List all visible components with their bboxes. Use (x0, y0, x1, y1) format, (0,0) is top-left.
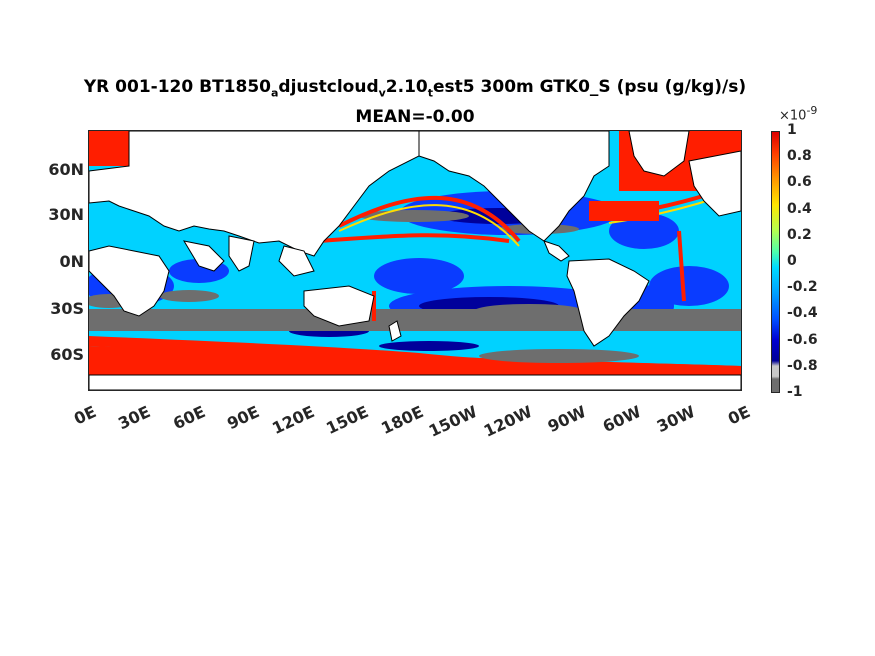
europe-east (688, 150, 741, 217)
colorbar-tick-0-4: 0.4 (787, 201, 812, 217)
colorbar-tick-1: 1 (787, 122, 797, 138)
ocean-field-map (89, 131, 741, 390)
land-masses[interactable] (89, 131, 741, 390)
colorbar-tick-neg-0-6: -0.6 (787, 332, 818, 348)
greenland (628, 131, 690, 177)
colorbar-tick-0-8: 0.8 (787, 148, 812, 164)
x-tick-label-30e: 30E (114, 402, 154, 434)
chart-subtitle: MEAN=-0.00 (355, 107, 475, 127)
colorbar-tick-neg-0-4: -0.4 (787, 305, 818, 321)
arabia-india (182, 240, 225, 272)
south-america (566, 258, 650, 347)
x-tick-label-60e: 60E (169, 402, 209, 434)
australia (303, 285, 375, 327)
colorbar-tick-0: 0 (787, 253, 797, 269)
colorbar-gradient (772, 132, 779, 392)
x-tick-label-150w: 150W (425, 402, 481, 441)
colorbar-tick-neg-1: -1 (787, 384, 803, 400)
y-tick-label-60s: 60S (50, 345, 84, 364)
map-plot-area (88, 130, 742, 391)
x-tick-label-30w: 30W (653, 402, 699, 437)
x-tick-label-60w: 60W (599, 402, 645, 437)
india (228, 235, 255, 272)
southern-ocean-gray-band (89, 309, 741, 331)
central-america (543, 240, 570, 262)
x-tick-label-120e: 120E (268, 402, 318, 438)
colorbar-tick-neg-0-2: -0.2 (787, 279, 818, 295)
x-tick-label-90e: 90E (223, 402, 263, 434)
x-tick-label-0e-end: 0E (725, 402, 754, 429)
colorbar-tick-0-6: 0.6 (787, 174, 812, 190)
colorbar-tick-neg-0-8: -0.8 (787, 358, 818, 374)
y-tick-label-60n: 60N (48, 160, 84, 179)
x-tick-label-150e: 150E (322, 402, 372, 438)
x-tick-label-180e: 180E (377, 402, 427, 438)
colorbar-exponent: ×10-9 (779, 104, 818, 124)
antarctica (89, 374, 741, 390)
chart-title: YR 001-120 BT1850adjustcloudv2.10test5 3… (83, 77, 747, 100)
x-tick-label-0e: 0E (71, 402, 100, 429)
x-tick-label-120w: 120W (480, 402, 536, 441)
y-tick-label-30n: 30N (48, 205, 84, 224)
southeast-asia (278, 245, 315, 277)
eurasia (89, 131, 420, 257)
y-tick-label-0n: 0N (59, 252, 84, 271)
colorbar-tick-0-2: 0.2 (787, 227, 812, 243)
antarctic-red-band (89, 346, 741, 371)
africa (89, 245, 170, 317)
y-tick-label-30s: 30S (50, 299, 84, 318)
antarctic-red-margin (89, 368, 741, 375)
north-america (418, 131, 610, 242)
colorbar (771, 131, 780, 393)
x-tick-label-90w: 90W (544, 402, 590, 437)
new-zealand (388, 320, 402, 342)
